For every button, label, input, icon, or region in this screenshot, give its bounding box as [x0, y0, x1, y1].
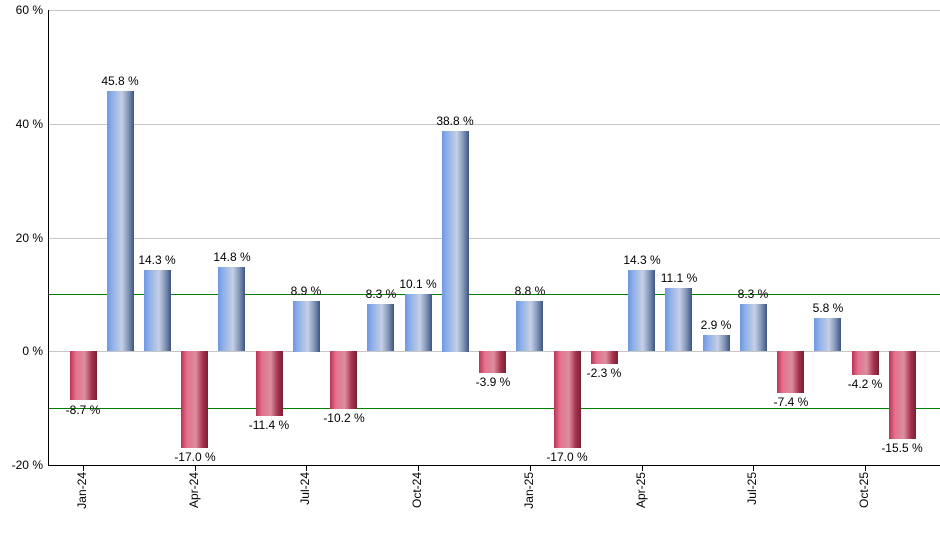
value-label-Mar-24: 14.3 % [138, 253, 176, 267]
bar-Jul-24 [293, 301, 320, 352]
bar-Apr-24 [181, 351, 208, 448]
value-label-Jun-24: -11.4 % [248, 418, 290, 432]
reference-line--10pct [48, 408, 940, 409]
value-label-Jan-24: -8.7 % [65, 403, 101, 417]
x-tick-Jan-25 [530, 465, 531, 471]
value-label-Jun-25: 2.9 % [700, 318, 732, 332]
x-tick-Jul-25 [753, 465, 754, 471]
x-tick-label-Apr-25: Apr-25 [634, 472, 648, 509]
x-tick-Apr-24 [195, 465, 196, 471]
y-axis-line [48, 10, 49, 466]
x-tick-Apr-25 [642, 465, 643, 471]
y-tick-label-20: 20 % [15, 231, 43, 245]
y-tick-label--20: -20 % [11, 458, 43, 472]
x-tick-Oct-25 [865, 465, 866, 471]
x-tick-label-Oct-25: Oct-25 [857, 472, 871, 509]
x-tick-Jan-24 [83, 465, 84, 471]
value-label-Apr-24: -17.0 % [174, 450, 216, 464]
x-tick-label-Jul-24: Jul-24 [298, 472, 312, 505]
bar-Apr-25 [628, 270, 655, 351]
bar-Mar-24 [144, 270, 171, 351]
gridline-40pct [48, 124, 940, 125]
x-tick-label-Jul-25: Jul-25 [745, 472, 759, 505]
bar-Sep-24 [367, 304, 394, 351]
value-label-Aug-25: -7.4 % [773, 395, 809, 409]
value-label-Aug-24: -10.2 % [323, 411, 365, 425]
bar-May-24 [218, 267, 245, 351]
bar-Jul-25 [740, 304, 767, 351]
value-label-Jan-25: 8.8 % [514, 284, 546, 298]
x-tick-Jul-24 [306, 465, 307, 471]
value-label-Sep-24: 8.3 % [365, 287, 397, 301]
x-tick-Oct-24 [418, 465, 419, 471]
bar-Jan-24 [70, 351, 97, 400]
value-label-Feb-25: -17.0 % [546, 450, 588, 464]
bar-Oct-25 [852, 351, 879, 375]
bar-Oct-24 [405, 294, 432, 351]
bar-Dec-24 [479, 351, 506, 373]
x-tick-label-Oct-24: Oct-24 [410, 472, 424, 509]
bar-Aug-24 [330, 351, 357, 409]
value-label-Jul-25: 8.3 % [737, 287, 769, 301]
bar-Jun-25 [703, 335, 730, 351]
y-tick-label-0: 0 % [22, 344, 43, 358]
value-label-Apr-25: 14.3 % [623, 253, 661, 267]
value-label-Nov-25: -15.5 % [881, 441, 923, 455]
bar-Aug-25 [777, 351, 804, 393]
bar-Feb-24 [107, 91, 134, 351]
bar-May-25 [665, 288, 692, 351]
value-label-May-25: 11.1 % [660, 271, 698, 285]
x-axis-line [48, 465, 940, 466]
value-label-Nov-24: 38.8 % [436, 114, 474, 128]
x-tick-label-Jan-24: Jan-24 [75, 472, 89, 509]
bar-Jan-25 [516, 301, 543, 351]
y-tick-label-60: 60 % [15, 3, 43, 17]
gridline-20pct [48, 238, 940, 239]
value-label-Feb-24: 45.8 % [101, 74, 139, 88]
value-label-Oct-25: -4.2 % [847, 377, 883, 391]
bar-Mar-25 [591, 351, 618, 364]
value-label-Jul-24: 8.9 % [290, 284, 322, 298]
value-label-May-24: 14.8 % [213, 250, 251, 264]
gridline-60pct [48, 10, 940, 11]
bar-Nov-24 [442, 131, 469, 352]
value-label-Mar-25: -2.3 % [586, 366, 622, 380]
y-tick-label-40: 40 % [15, 117, 43, 131]
x-tick-label-Apr-24: Apr-24 [187, 472, 201, 509]
bar-Sep-25 [814, 318, 841, 351]
bar-Feb-25 [554, 351, 581, 448]
bar-Nov-25 [889, 351, 916, 439]
value-label-Oct-24: 10.1 % [399, 277, 437, 291]
value-label-Dec-24: -3.9 % [475, 375, 511, 389]
reference-line-10pct [48, 294, 940, 295]
x-tick-label-Jan-25: Jan-25 [522, 472, 536, 509]
bar-Jun-24 [256, 351, 283, 416]
value-label-Sep-25: 5.8 % [812, 301, 844, 315]
